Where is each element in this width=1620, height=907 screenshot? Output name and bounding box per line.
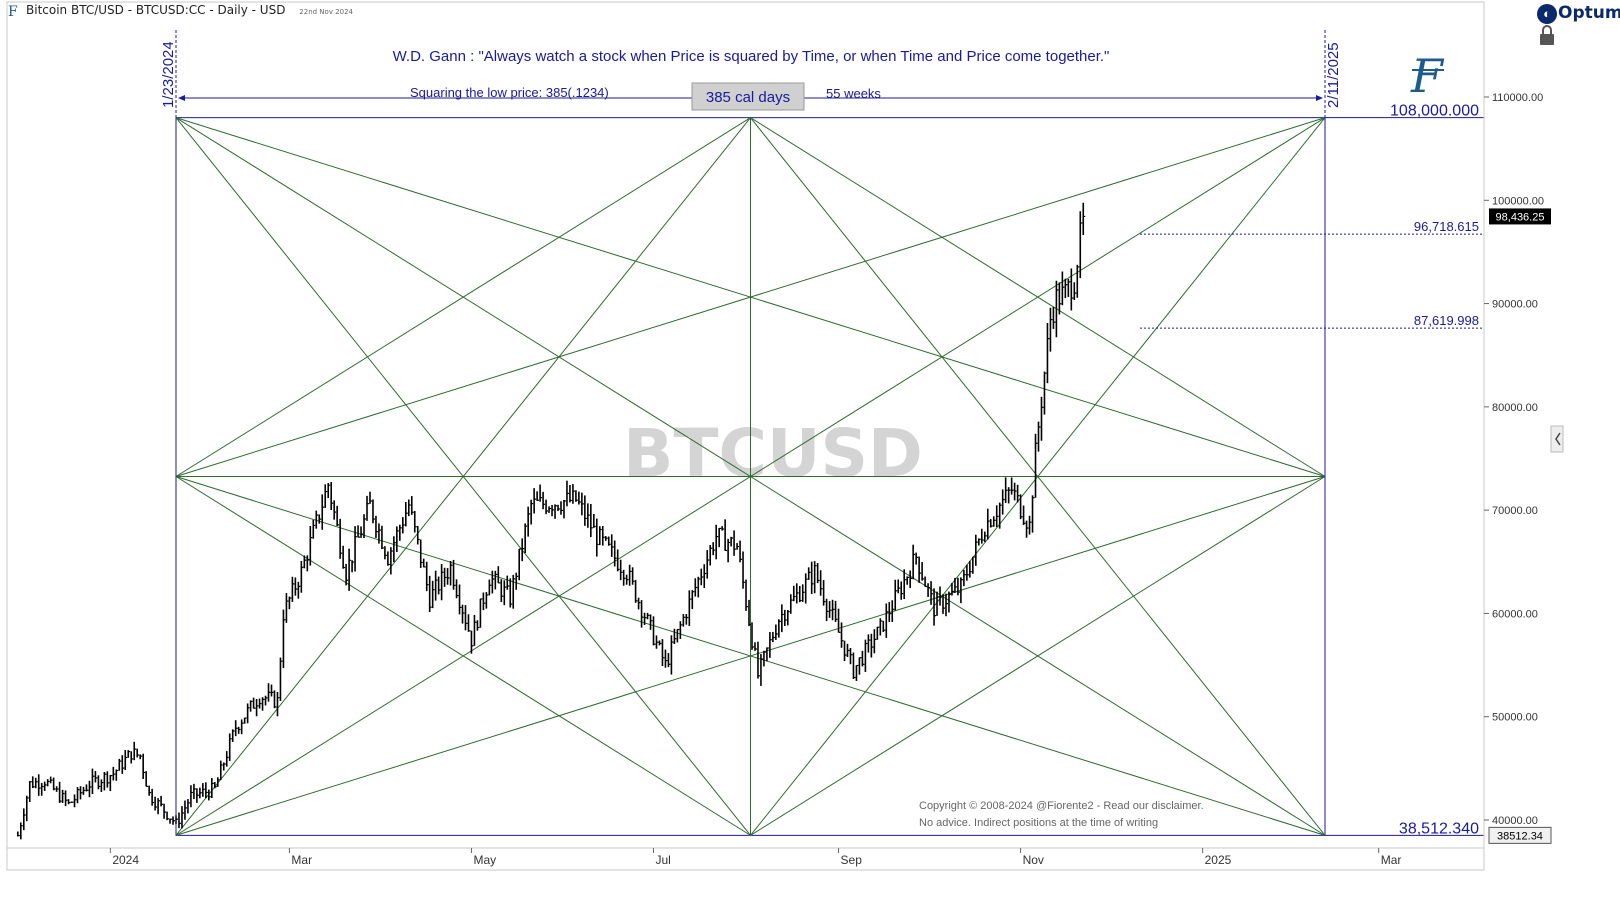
x-tick-label: Mar [1381, 853, 1402, 867]
y-tick-label: 50000.00 [1492, 712, 1538, 724]
y-tick-label: 40000.00 [1492, 815, 1538, 827]
x-tick-label: Mar [291, 853, 312, 867]
x-tick-label: Jul [656, 853, 671, 867]
symbol-watermark: BTCUSD [623, 415, 923, 492]
brand-label: Optuma [1558, 3, 1620, 23]
annotations: 1/23/2024 2/11/2025 W.D. Gann : "Always wa… [8, 4, 1564, 844]
brand-name: Optuma [1534, 3, 1620, 23]
f-logo-icon: F [8, 4, 18, 20]
price-bars [17, 202, 1086, 840]
chart-header: Bitcoin BTC/USD - BTCUSD:CC - Daily - US… [26, 3, 353, 17]
last-price-value: 98,436.25 [1496, 211, 1545, 223]
lock-icon [1540, 34, 1554, 45]
chevron-left-icon [1550, 425, 1564, 453]
time-span-arrow-right [1316, 95, 1323, 101]
y-tick-label: 70000.00 [1492, 505, 1538, 517]
end-date-label: 2/11/2025 [1325, 42, 1342, 108]
fiorente-f-logo-icon: F [1410, 49, 1445, 103]
y-tick-label: 60000.00 [1492, 608, 1538, 620]
gann-quote: W.D. Gann : "Always watch a stock when P… [393, 48, 1110, 65]
gann-angle-line [750, 117, 1326, 477]
gann-angle-line [175, 117, 751, 477]
cal-days-label: 385 cal days [706, 89, 790, 106]
start-date-label: 1/23/2024 [160, 41, 177, 108]
x-tick-label: 2024 [112, 853, 139, 867]
gann-angle-line [750, 476, 1326, 836]
gann-square [175, 117, 1326, 836]
gann-angle-line [750, 117, 1326, 836]
level-label: 87,619.998 [1414, 313, 1479, 328]
x-tick-label: Sep [841, 853, 863, 867]
chart-title: Bitcoin BTC/USD - BTCUSD:CC - Daily - US… [26, 3, 286, 17]
lock-icon-shackle [1542, 25, 1552, 34]
high-price-label: 108,000.000 [1390, 103, 1479, 120]
x-tick-label: May [473, 853, 496, 867]
gann-angle-line [175, 476, 751, 836]
date-axis-frame [6, 847, 1485, 871]
gann-angle-line [175, 117, 751, 836]
low-price-tag [1488, 826, 1552, 844]
low-price-tag-value: 38512.34 [1497, 830, 1543, 842]
last-price-tag [1489, 208, 1551, 225]
copyright-line-2: No advice. Indirect positions at the tim… [919, 817, 1158, 829]
cal-days-box [691, 82, 805, 111]
watermark-layer: BTCUSD [623, 415, 923, 492]
copyright-line-1: Copyright © 2008-2024 @Fiorente2 - Read … [919, 800, 1204, 812]
level-label: 96,718.615 [1414, 219, 1479, 234]
x-tick-label: 2025 [1205, 853, 1232, 867]
low-price-label: 38,512.340 [1399, 820, 1479, 837]
gann-angle-line [175, 117, 1326, 477]
y-tick-label: 80000.00 [1492, 402, 1538, 414]
optuma-logo-icon: ◐ [1537, 4, 1557, 24]
weeks-label: 55 weeks [826, 86, 881, 101]
x-tick-label: Nov [1023, 853, 1044, 867]
chevron-left-glyph [1555, 432, 1561, 446]
y-tick-label: 100000.00 [1492, 195, 1544, 207]
chart-date: 22nd Nov 2024 [299, 8, 353, 16]
y-tick-label: 110000.00 [1492, 92, 1543, 104]
axes: 40000.00 50000.00 60000.00 70000.00 80000.00… [6, 1, 1544, 871]
gann-angle-line [175, 476, 1326, 836]
y-tick-label: 90000.00 [1492, 299, 1538, 311]
squaring-label: Squaring the low price: 385(.1234) [410, 85, 609, 100]
time-span-arrow-left [178, 95, 185, 101]
